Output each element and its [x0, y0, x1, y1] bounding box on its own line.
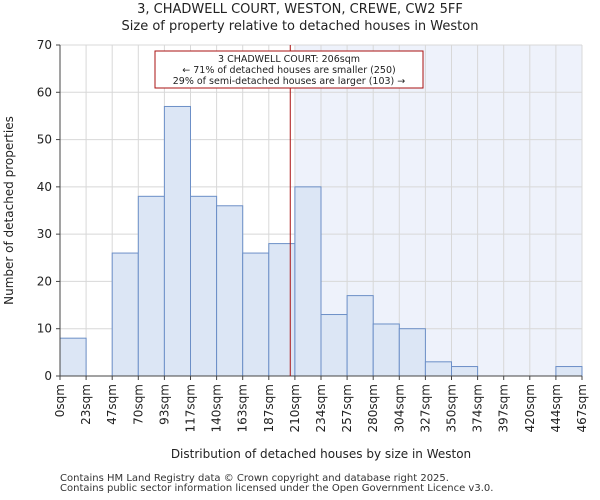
- x-axis-label: Distribution of detached houses by size …: [171, 447, 471, 461]
- x-tick-label: 280sqm: [366, 384, 380, 432]
- y-tick-label: 20: [37, 274, 52, 288]
- x-tick-label: 140sqm: [210, 384, 224, 432]
- bar-93sqm: [163, 105, 191, 377]
- x-tick-label: 304sqm: [392, 384, 406, 432]
- y-tick-label: 60: [37, 85, 52, 99]
- bar-47sqm: [111, 252, 139, 377]
- x-tick-label: 397sqm: [497, 384, 511, 432]
- x-tick-label: 163sqm: [236, 384, 250, 432]
- annotation-box: [154, 50, 424, 89]
- x-tick-label: 234sqm: [314, 384, 328, 432]
- bar-140sqm: [216, 205, 244, 377]
- x-tick-label: 70sqm: [131, 384, 145, 425]
- x-tick-label: 187sqm: [262, 384, 276, 432]
- bar-210sqm: [294, 186, 322, 377]
- bar-117sqm: [190, 195, 218, 377]
- x-tick-label: 210sqm: [288, 384, 302, 432]
- x-tick-label: 117sqm: [184, 384, 198, 432]
- bar-327sqm: [424, 361, 452, 377]
- y-tick-label: 30: [37, 227, 52, 241]
- x-tick-label: 374sqm: [471, 384, 485, 432]
- y-tick-label: 50: [37, 133, 52, 147]
- x-tick-label: 257sqm: [340, 384, 354, 432]
- bar-350sqm: [451, 366, 479, 377]
- x-tick-label: 327sqm: [418, 384, 432, 432]
- y-axis-label: Number of detached properties: [2, 116, 16, 305]
- y-tick-label: 10: [37, 322, 52, 336]
- footer-line-2: Contains public sector information licen…: [60, 483, 494, 494]
- y-tick-label: 70: [37, 38, 52, 52]
- bar-280sqm: [372, 323, 400, 377]
- footer-line-1: Contains HM Land Registry data © Crown c…: [60, 473, 449, 484]
- x-tick-label: 47sqm: [105, 384, 119, 425]
- bar-304sqm: [398, 328, 426, 377]
- x-tick-label: 420sqm: [523, 384, 537, 432]
- bar-163sqm: [242, 252, 270, 377]
- bar-444sqm: [555, 366, 583, 377]
- x-tick-label: 23sqm: [79, 384, 93, 425]
- annotation-line-1: 3 CHADWELL COURT: 206sqm: [218, 54, 360, 65]
- x-tick-label: 350sqm: [445, 384, 459, 432]
- chart-subtitle: Size of property relative to detached ho…: [121, 19, 479, 34]
- chart-title: 3, CHADWELL COURT, WESTON, CREWE, CW2 5F…: [137, 2, 463, 17]
- x-tick-label: 0sqm: [53, 384, 67, 417]
- annotation-line-3: 29% of semi-detached houses are larger (…: [173, 76, 406, 87]
- y-tick-label: 40: [37, 180, 52, 194]
- bar-0sqm: [59, 337, 87, 377]
- x-tick-label: 467sqm: [575, 384, 589, 432]
- y-tick-label: 0: [44, 369, 52, 383]
- bar-70sqm: [137, 195, 165, 377]
- bar-187sqm: [268, 243, 296, 377]
- bar-257sqm: [346, 295, 374, 377]
- annotation-line-2: ← 71% of detached houses are smaller (25…: [182, 65, 395, 76]
- x-tick-label: 93sqm: [157, 384, 171, 425]
- x-tick-label: 444sqm: [549, 384, 563, 432]
- bar-234sqm: [320, 314, 348, 377]
